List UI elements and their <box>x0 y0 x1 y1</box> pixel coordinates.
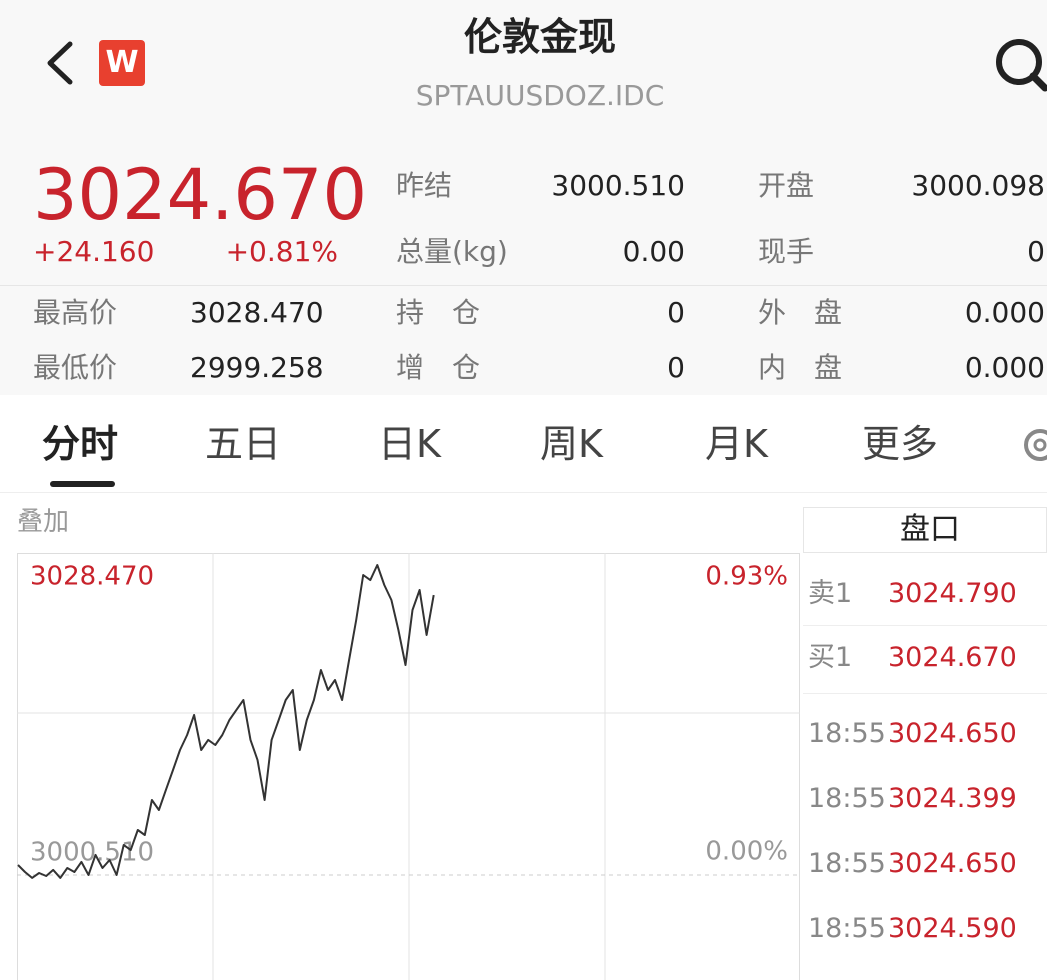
divider <box>803 625 1047 626</box>
tab[interactable]: 月K <box>705 422 768 466</box>
order-book-header <box>803 507 1047 553</box>
y-tick-label: 3028.470 <box>30 562 154 592</box>
divider <box>0 492 1047 493</box>
tab-bar <box>0 395 1047 492</box>
stat-label: 最高价 <box>33 296 118 329</box>
ask-price: 3024.790 <box>888 578 1017 609</box>
last-price: 3024.670 <box>33 154 368 236</box>
change: +24.160 <box>33 235 155 268</box>
trade-price: 3024.650 <box>888 718 1017 749</box>
badge[interactable]: W <box>99 40 145 86</box>
bid-label: 买1 <box>808 642 853 673</box>
stat-label: 现手 <box>758 235 815 268</box>
y2-tick-label: 0.00% <box>705 836 788 866</box>
stat-value: 3028.470 <box>190 296 324 329</box>
stat-label: 总量(kg) <box>396 235 508 268</box>
stat-label: 开盘 <box>758 169 815 202</box>
tab[interactable]: 分时 <box>42 422 119 466</box>
stat-value: 3000.098 <box>911 169 1045 202</box>
bid-price: 3024.670 <box>888 642 1017 673</box>
tab[interactable]: 更多 <box>862 422 939 466</box>
settings-button[interactable] <box>1022 425 1047 465</box>
stat-value: 2999.258 <box>190 351 324 384</box>
search-button[interactable] <box>993 36 1047 92</box>
change-pct: +0.81% <box>225 235 338 268</box>
stat-value: 3000.510 <box>551 169 685 202</box>
ask-label: 卖1 <box>808 578 853 609</box>
title: 伦敦金现 <box>463 15 616 59</box>
order-book-title: 盘口 <box>900 512 960 547</box>
stat-label: 内 盘 <box>758 351 843 384</box>
tab-indicator <box>50 481 115 487</box>
trade-time: 18:55 <box>808 783 886 814</box>
stat-value: 0 <box>667 351 685 384</box>
stat-label: 持 仓 <box>396 296 481 329</box>
trade-time: 18:55 <box>808 913 886 944</box>
trade-price: 3024.590 <box>888 913 1017 944</box>
tab[interactable]: 周K <box>540 422 603 466</box>
trade-time: 18:55 <box>808 848 886 879</box>
back-button[interactable] <box>40 38 80 88</box>
stat-value: 0 <box>667 296 685 329</box>
stat-label: 最低价 <box>33 351 118 384</box>
stat-value: 0.000 <box>964 296 1045 329</box>
tab[interactable]: 五日 <box>205 422 282 466</box>
tab[interactable]: 日K <box>378 422 441 466</box>
quote-header <box>0 0 1047 395</box>
stat-value: 0 <box>1027 235 1045 268</box>
divider <box>803 693 1047 694</box>
stat-label: 增 仓 <box>396 351 481 384</box>
stat-value: 0.000 <box>964 351 1045 384</box>
price-line <box>17 564 435 879</box>
trade-price: 3024.650 <box>888 848 1017 879</box>
trade-time: 18:55 <box>808 718 886 749</box>
y2-tick-label: 0.93% <box>705 562 788 592</box>
divider <box>0 285 1047 286</box>
trade-price: 3024.399 <box>888 783 1017 814</box>
stat-label: 外 盘 <box>758 296 843 329</box>
code: SPTAUUSDOZ.IDC <box>415 79 665 112</box>
stat-value: 0.00 <box>622 235 685 268</box>
stat-label: 昨结 <box>396 169 453 202</box>
overlay-button[interactable]: 叠加 <box>17 507 70 537</box>
